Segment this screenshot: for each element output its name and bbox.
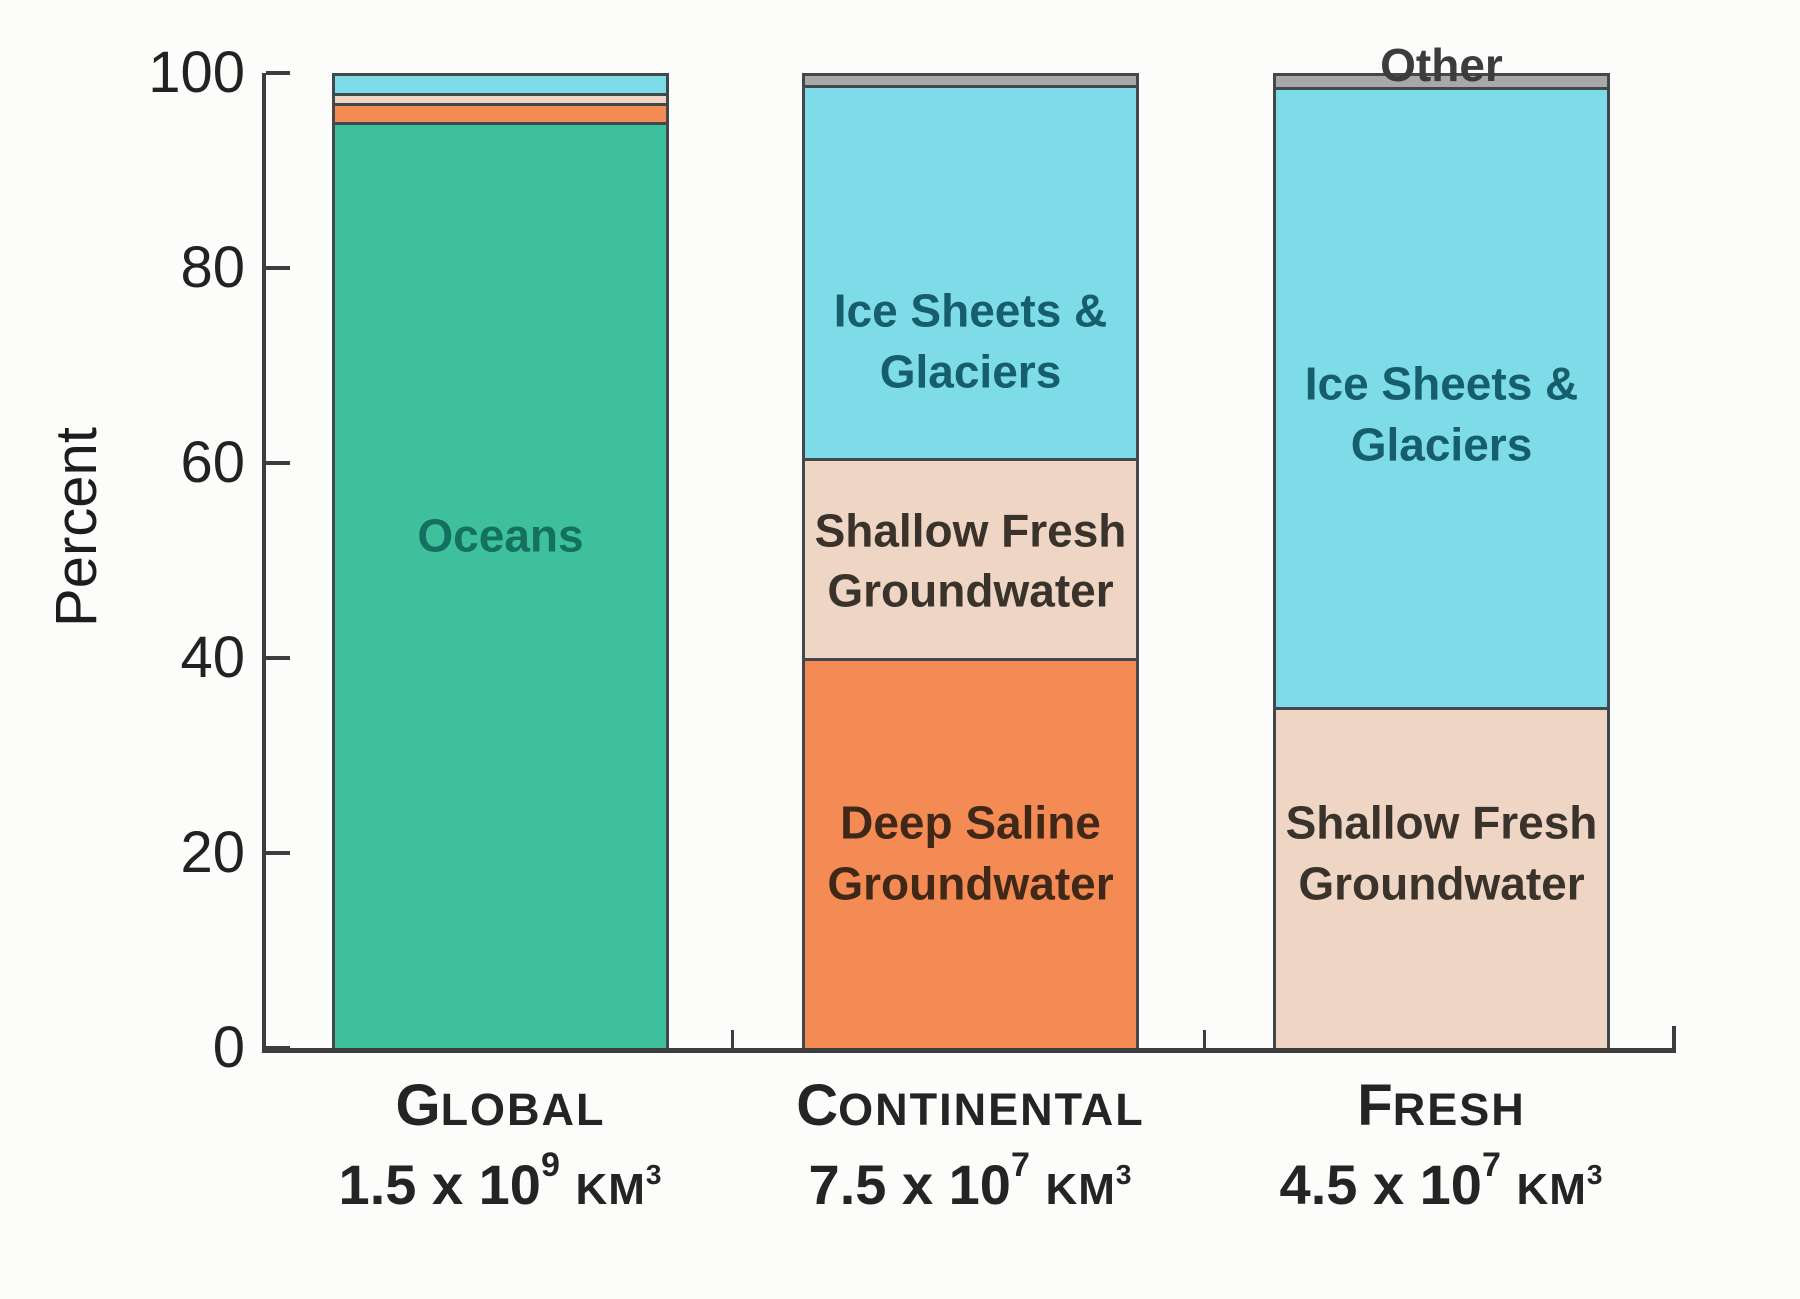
segment-global-ice-sheets-glaciers xyxy=(335,73,666,93)
y-tick-label-0: 0 xyxy=(212,1015,245,1080)
y-tick-80 xyxy=(266,266,290,270)
x-axis-tick xyxy=(1203,1030,1206,1052)
x-axis-end-tick xyxy=(1672,1026,1676,1052)
segment-label-continental-deep-saline-groundwater: Deep Saline Groundwater xyxy=(827,796,1114,909)
category-label-fresh: FRESH xyxy=(1357,1073,1526,1138)
y-tick-60 xyxy=(266,461,290,465)
segment-global-oceans xyxy=(335,121,666,1048)
y-axis-line xyxy=(262,73,266,1053)
category-volume-continental: 7.5 x 107 KM3 xyxy=(808,1146,1133,1216)
segment-fresh-other xyxy=(1276,73,1607,87)
y-tick-label-20: 20 xyxy=(180,820,245,885)
segment-label-fresh-shallow-fresh-groundwater: Shallow Fresh Groundwater xyxy=(1285,796,1598,909)
y-tick-label-80: 80 xyxy=(180,235,245,300)
segment-label-global-oceans: Oceans xyxy=(417,509,584,562)
y-tick-100 xyxy=(266,71,290,75)
segment-label-continental-shallow-fresh-groundwater: Shallow Fresh Groundwater xyxy=(814,503,1127,617)
segment-continental-other xyxy=(805,73,1136,85)
y-tick-label-60: 60 xyxy=(180,430,245,495)
segment-global-shallow-fresh-groundwater xyxy=(335,92,666,104)
segment-global-deep-saline-groundwater xyxy=(335,103,666,122)
other-label: Other xyxy=(1380,39,1503,91)
bar-global: Oceans xyxy=(332,73,669,1048)
category-label-global: GLOBAL xyxy=(395,1073,606,1138)
bar-fresh: Shallow Fresh Groundwater Ice Sheets & Glac… xyxy=(1273,73,1610,1048)
category-volume-fresh: 4.5 x 107 KM3 xyxy=(1279,1146,1604,1216)
y-tick-label-40: 40 xyxy=(180,625,245,690)
segment-continental-shallow-fresh-groundwater xyxy=(805,458,1136,658)
y-tick-40 xyxy=(266,656,290,660)
segment-label-fresh-ice-sheets-glaciers: Ice Sheets & Glaciers xyxy=(1304,357,1579,471)
y-tick-0 xyxy=(266,1046,290,1050)
segment-fresh-shallow-fresh-groundwater xyxy=(1276,706,1607,1048)
bar-continental: Deep Saline Groundwater Shallow Fresh Groun… xyxy=(802,73,1139,1048)
segment-continental-deep-saline-groundwater xyxy=(805,658,1136,1048)
segment-fresh-ice-sheets-glaciers xyxy=(1276,86,1607,707)
y-tick-label-100: 100 xyxy=(148,40,245,105)
y-tick-20 xyxy=(266,851,290,855)
category-volume-global: 1.5 x 109 KM3 xyxy=(338,1146,663,1216)
x-axis-tick xyxy=(731,1030,734,1052)
category-label-continental: CONTINENTAL xyxy=(796,1073,1145,1138)
segment-label-continental-ice-sheets-glaciers: Ice Sheets & Glaciers xyxy=(833,284,1108,398)
x-axis-line xyxy=(262,1048,1676,1053)
segment-continental-ice-sheets-glaciers xyxy=(805,84,1136,459)
